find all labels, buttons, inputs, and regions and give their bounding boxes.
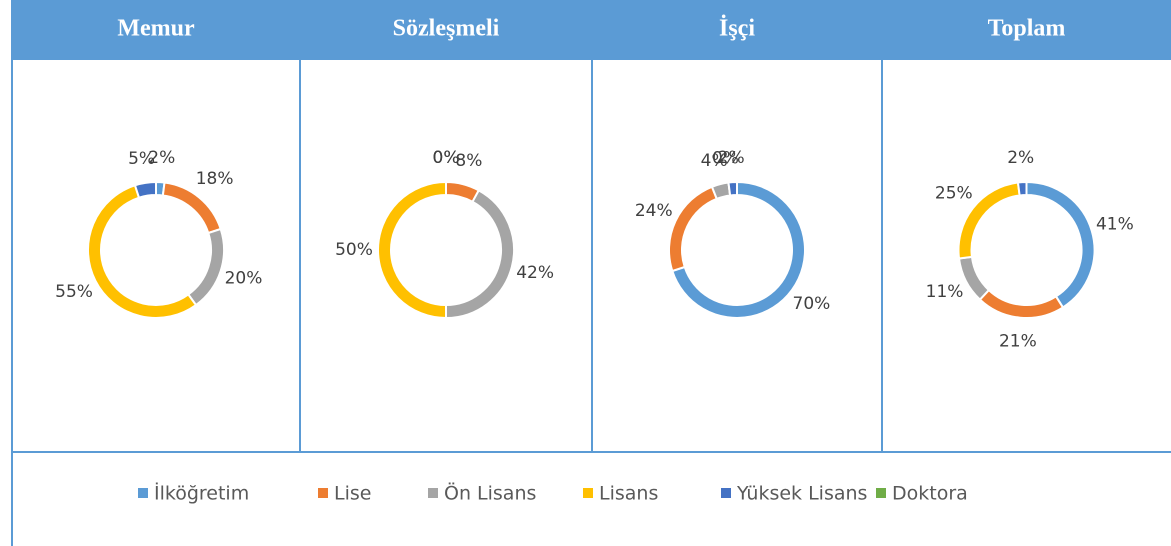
- legend-swatch: [721, 488, 731, 498]
- donut-segment: [1025, 180, 1096, 309]
- donut-segment: [668, 185, 719, 273]
- data-label: 25%: [935, 184, 973, 204]
- data-label: 21%: [999, 332, 1037, 352]
- data-label: 55%: [55, 282, 93, 302]
- data-label: 2%: [718, 148, 745, 168]
- donut-segment: [186, 227, 225, 307]
- data-label: 4%: [701, 151, 728, 171]
- data-label: 18%: [196, 169, 234, 189]
- data-label: 0%: [433, 148, 460, 168]
- legend-label: İlköğretim: [154, 482, 249, 505]
- chart-title: İşçi: [719, 16, 755, 42]
- data-label: 24%: [635, 201, 673, 221]
- data-label: 0%: [712, 149, 739, 169]
- legend-label: Ön Lisans: [444, 482, 536, 505]
- data-label: 8%: [455, 151, 482, 171]
- donut-segment: [445, 189, 515, 320]
- data-label: 0%: [433, 148, 460, 168]
- data-label: 2%: [1007, 148, 1034, 168]
- legend-swatch: [583, 488, 593, 498]
- donut-segment: [87, 184, 198, 319]
- legend-swatch: [428, 488, 438, 498]
- donut-segment: [161, 181, 222, 235]
- legend-label: Lisans: [599, 483, 658, 505]
- legend-swatch: [138, 488, 148, 498]
- legend-label: Yüksek Lisans: [736, 483, 867, 505]
- chart-title: Sözleşmeli: [393, 16, 500, 42]
- donut-segment: [1016, 180, 1028, 197]
- donut-segment: [133, 180, 157, 199]
- chart-title: Memur: [117, 16, 195, 42]
- legend-swatch: [876, 488, 886, 498]
- data-label: 5%: [128, 149, 155, 169]
- donut-segment: [978, 288, 1065, 320]
- table-borders: [11, 0, 1171, 546]
- data-label: 20%: [225, 268, 263, 288]
- data-label: 41%: [1096, 214, 1134, 234]
- data-label: 2%: [148, 148, 175, 168]
- chart-title: Toplam: [988, 16, 1066, 42]
- header-row: [12, 0, 1171, 60]
- legend-label: Doktora: [892, 483, 968, 505]
- legend-label: Lise: [334, 483, 371, 505]
- donut-segment: [727, 180, 738, 197]
- donut-segment: [957, 255, 991, 301]
- legend-swatch: [318, 488, 328, 498]
- donut-segment: [377, 180, 447, 320]
- data-label: 42%: [516, 263, 554, 283]
- data-label: 70%: [793, 294, 831, 314]
- data-label: 11%: [926, 282, 964, 302]
- data-label: 50%: [335, 240, 373, 260]
